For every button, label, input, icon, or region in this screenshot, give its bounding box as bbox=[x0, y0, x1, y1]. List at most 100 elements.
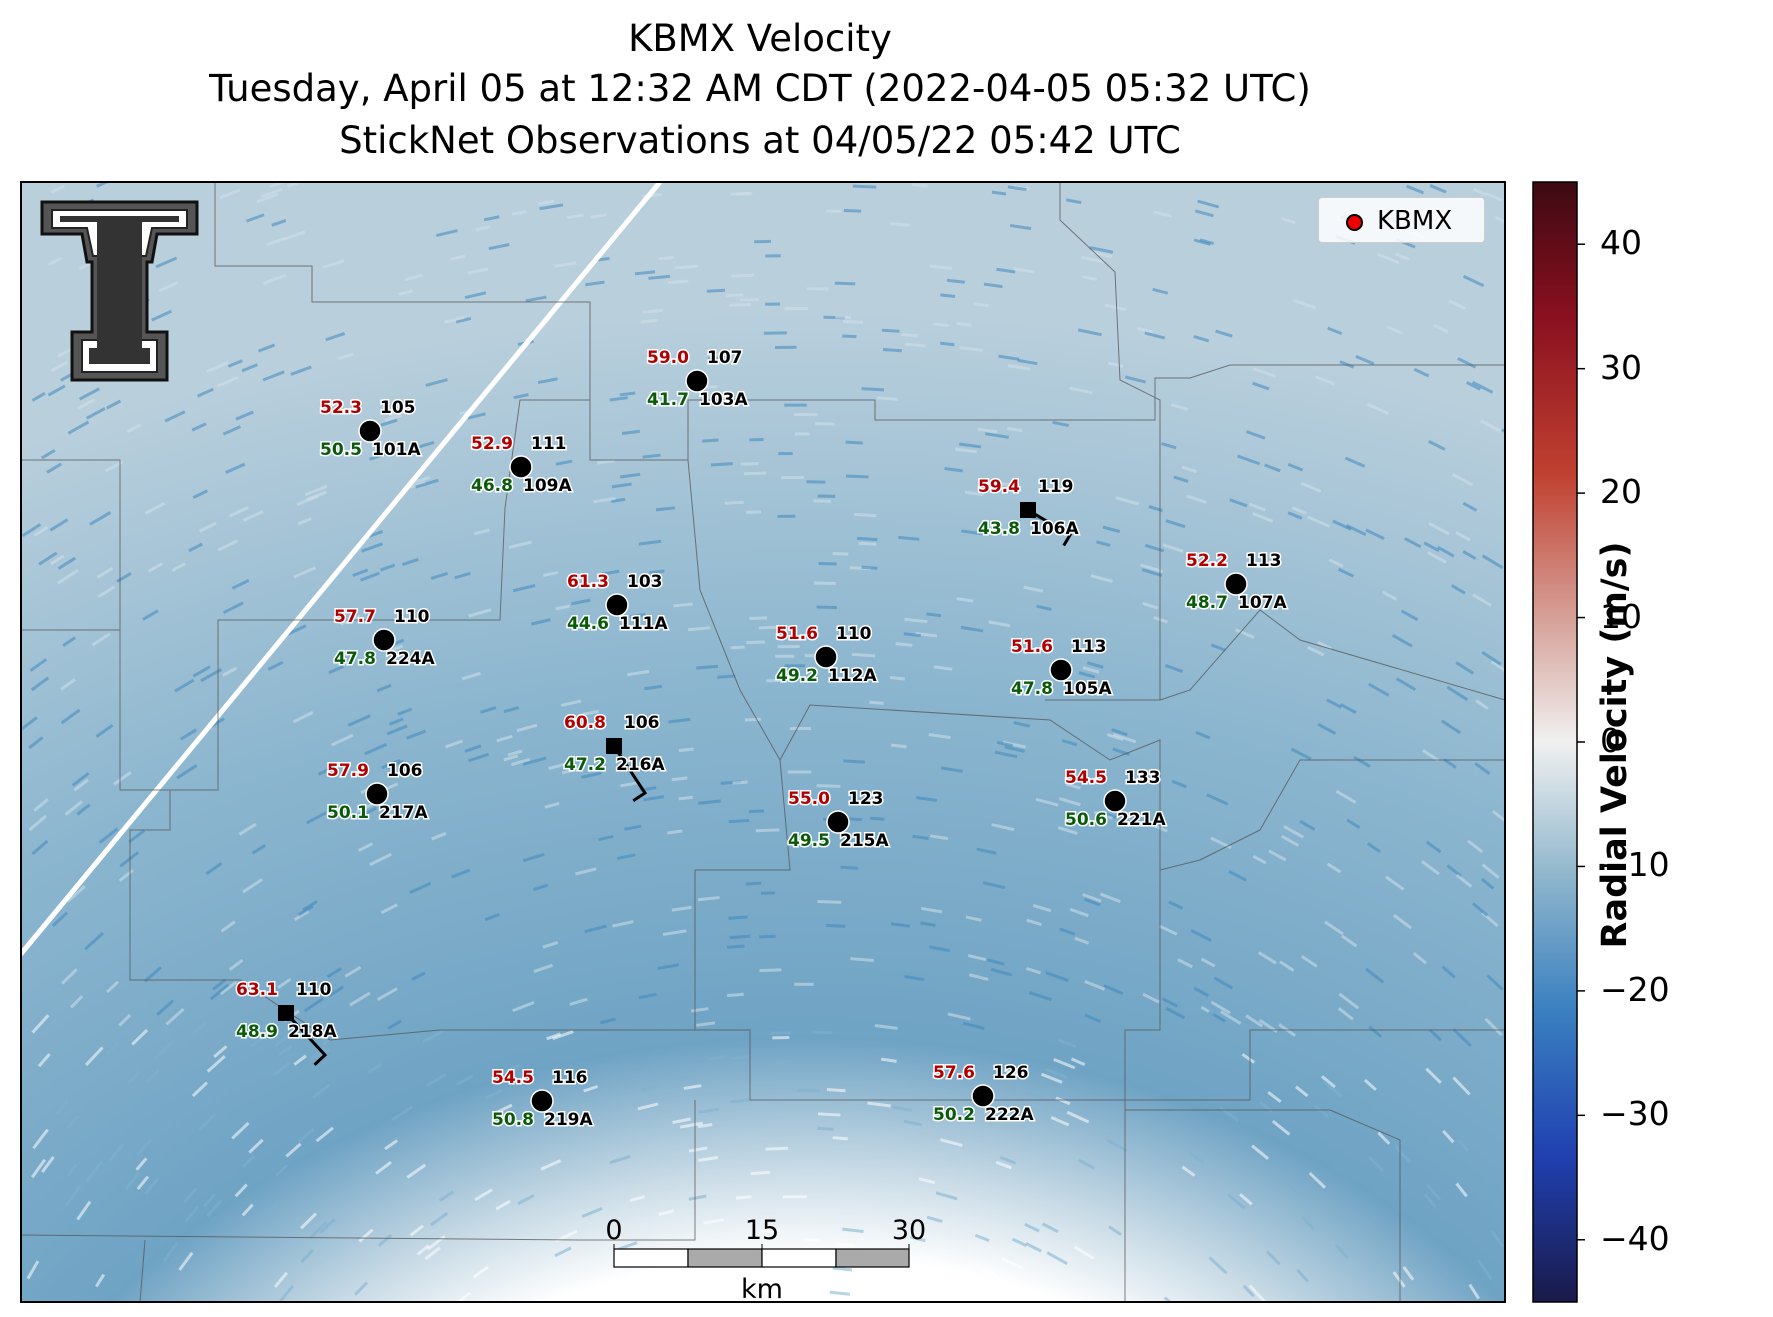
station-code: 105A bbox=[1063, 679, 1112, 699]
station-code: 218A bbox=[288, 1022, 337, 1042]
colorbar bbox=[1532, 181, 1578, 1303]
wind-barb bbox=[1027, 508, 1073, 547]
station-gust: 59.0 bbox=[647, 348, 689, 368]
radar-marker-icon bbox=[1346, 214, 1363, 231]
station-code: 109A bbox=[523, 476, 572, 496]
station-id: 133 bbox=[1125, 768, 1161, 788]
station-gust: 54.5 bbox=[1065, 768, 1107, 788]
station-id: 113 bbox=[1071, 637, 1107, 657]
station-id: 110 bbox=[394, 607, 430, 627]
station-wind: 49.2 bbox=[776, 666, 818, 686]
station-id: 110 bbox=[836, 624, 872, 644]
velocity-field bbox=[21, 182, 1505, 1302]
station-marker bbox=[1049, 658, 1073, 682]
station-wind: 48.7 bbox=[1186, 593, 1228, 613]
station-gust: 57.9 bbox=[327, 761, 369, 781]
station-wind: 43.8 bbox=[978, 519, 1020, 539]
station-gust: 60.8 bbox=[564, 713, 606, 733]
station-wind: 47.8 bbox=[334, 649, 376, 669]
station-id: 126 bbox=[993, 1063, 1029, 1083]
station-id: 106 bbox=[387, 761, 423, 781]
radial-artifact-line bbox=[21, 182, 662, 957]
station-marker bbox=[605, 593, 629, 617]
station-code: 112A bbox=[828, 666, 877, 686]
scale-tick-label: 0 bbox=[605, 1215, 623, 1246]
station-wind: 44.6 bbox=[567, 614, 609, 634]
colorbar-tick-label: −30 bbox=[1600, 1094, 1670, 1134]
station-marker bbox=[1103, 789, 1127, 813]
station-marker bbox=[372, 628, 396, 652]
colorbar-tick-label: −40 bbox=[1600, 1218, 1670, 1258]
station-id: 119 bbox=[1038, 477, 1074, 497]
title-line-1: KBMX Velocity bbox=[628, 17, 892, 60]
station-gust: 51.6 bbox=[776, 624, 818, 644]
sticknet-stations: 52.3 105 50.5 101A 59.0 107 41.7 103A 52.9 111 46.… bbox=[235, 347, 1289, 1132]
station-marker bbox=[685, 369, 709, 393]
station-wind: 50.1 bbox=[327, 803, 369, 823]
station-marker bbox=[814, 645, 838, 669]
station-marker bbox=[509, 455, 533, 479]
station-wind: 47.8 bbox=[1011, 679, 1053, 699]
station-gust: 61.3 bbox=[567, 572, 609, 592]
station-code: 215A bbox=[840, 831, 889, 851]
scale-tick-label: 15 bbox=[744, 1215, 780, 1246]
station-gust: 55.0 bbox=[788, 789, 830, 809]
colorbar-label: Radial Velocity (m/s) bbox=[1595, 541, 1635, 949]
station-marker bbox=[530, 1089, 554, 1113]
scale-bar bbox=[613, 1244, 910, 1268]
station-id: 103 bbox=[627, 572, 663, 592]
legend-label: KBMX bbox=[1377, 206, 1453, 236]
station-gust: 57.6 bbox=[933, 1063, 975, 1083]
station-code: 103A bbox=[699, 390, 748, 410]
station-id: 110 bbox=[296, 980, 332, 1000]
colorbar-tick-label: 40 bbox=[1600, 223, 1642, 263]
station-gust: 59.4 bbox=[978, 477, 1020, 497]
station-wind: 50.5 bbox=[320, 440, 362, 460]
colorbar-tick-label: −10 bbox=[1600, 845, 1670, 885]
station-wind: 46.8 bbox=[471, 476, 513, 496]
colorbar-tick-label: 20 bbox=[1600, 472, 1642, 512]
colorbar-tick-label: 30 bbox=[1600, 347, 1642, 387]
station-gust: 52.3 bbox=[320, 398, 362, 418]
station-marker bbox=[1224, 572, 1248, 596]
station-wind: 50.6 bbox=[1065, 810, 1107, 830]
station-code: 106A bbox=[1030, 519, 1079, 539]
station-code: 224A bbox=[386, 649, 435, 669]
wind-barb bbox=[612, 745, 648, 803]
map-frame bbox=[20, 181, 1506, 1303]
station-id: 107 bbox=[707, 348, 743, 368]
station-id: 113 bbox=[1246, 551, 1282, 571]
station-code: 219A bbox=[544, 1110, 593, 1130]
station-code: 101A bbox=[372, 440, 421, 460]
station-marker bbox=[971, 1084, 995, 1108]
station-gust: 57.7 bbox=[334, 607, 376, 627]
station-id: 106 bbox=[624, 713, 660, 733]
station-id: 105 bbox=[380, 398, 416, 418]
station-code: 221A bbox=[1117, 810, 1166, 830]
station-id: 116 bbox=[552, 1068, 588, 1088]
scale-unit-label: km bbox=[741, 1274, 783, 1305]
title-line-3: StickNet Observations at 04/05/22 05:42 … bbox=[339, 119, 1181, 162]
station-code: 216A bbox=[616, 755, 665, 775]
colorbar-tick-label: 10 bbox=[1600, 596, 1642, 636]
station-code: 107A bbox=[1238, 593, 1287, 613]
station-gust: 52.2 bbox=[1186, 551, 1228, 571]
station-id: 123 bbox=[848, 789, 884, 809]
station-code: 222A bbox=[985, 1105, 1034, 1125]
station-marker bbox=[365, 782, 389, 806]
station-wind: 50.8 bbox=[492, 1110, 534, 1130]
texas-tech-logo bbox=[40, 200, 199, 382]
scale-tick-label: 30 bbox=[891, 1215, 927, 1246]
station-wind: 48.9 bbox=[236, 1022, 278, 1042]
station-gust: 63.1 bbox=[236, 980, 278, 1000]
wind-barb bbox=[284, 1011, 328, 1066]
station-wind: 49.5 bbox=[788, 831, 830, 851]
station-gust: 51.6 bbox=[1011, 637, 1053, 657]
station-code: 111A bbox=[619, 614, 668, 634]
county-boundaries bbox=[21, 182, 1505, 1302]
station-gust: 54.5 bbox=[492, 1068, 534, 1088]
station-wind: 47.2 bbox=[564, 755, 606, 775]
station-code: 217A bbox=[379, 803, 428, 823]
station-wind: 50.2 bbox=[933, 1105, 975, 1125]
